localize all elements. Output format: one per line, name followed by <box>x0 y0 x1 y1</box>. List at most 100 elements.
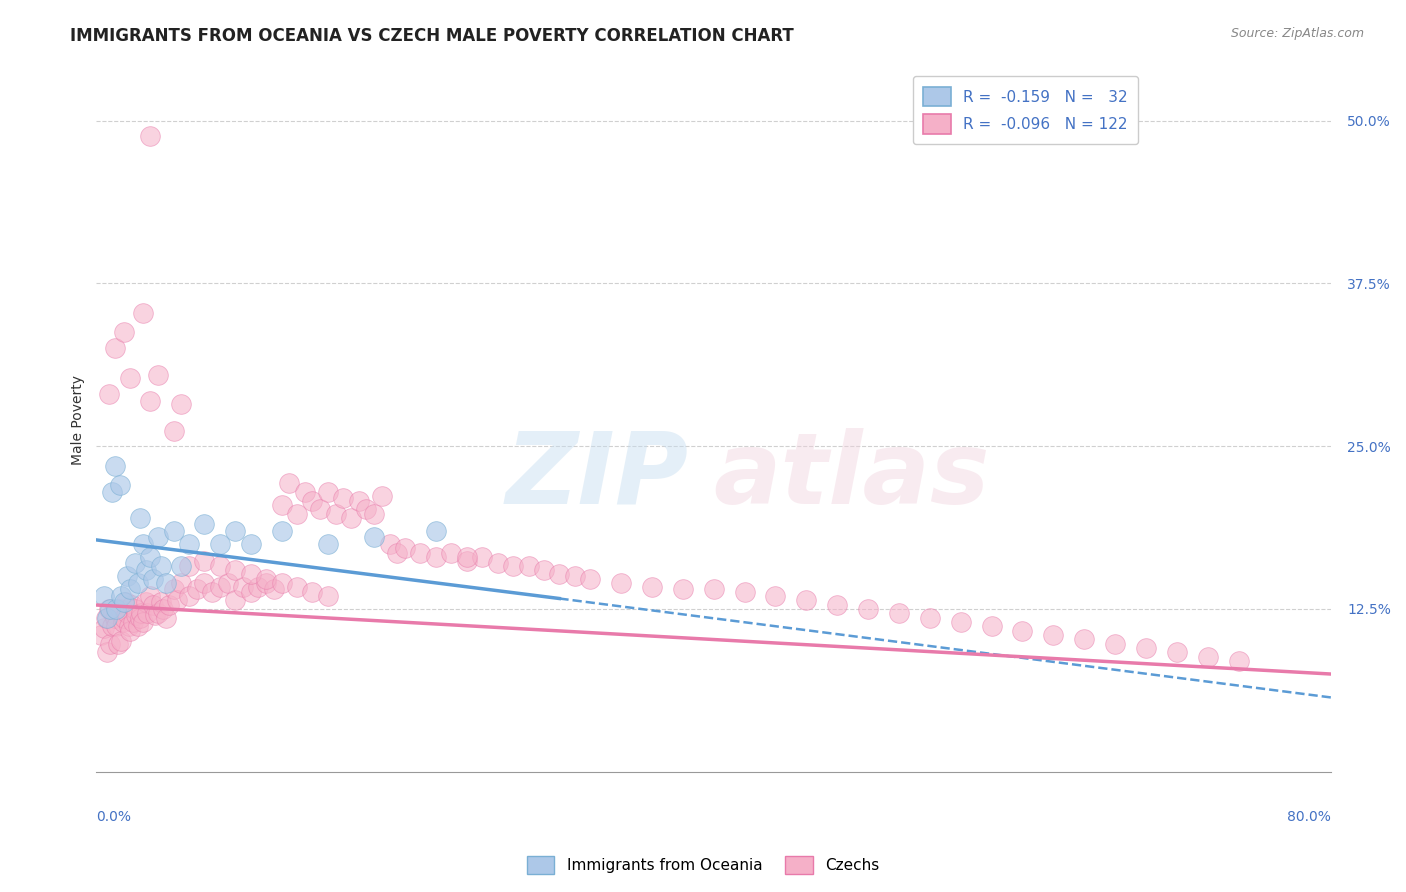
Point <box>387 546 409 560</box>
Point <box>155 611 177 625</box>
Point <box>347 493 370 508</box>
Point <box>471 549 494 564</box>
Point <box>146 606 169 620</box>
Point <box>96 611 118 625</box>
Point <box>301 493 323 508</box>
Point <box>1104 637 1126 651</box>
Point <box>104 611 127 625</box>
Point <box>641 580 664 594</box>
Point <box>703 582 725 597</box>
Point <box>104 458 127 473</box>
Point <box>1227 654 1250 668</box>
Point <box>239 585 262 599</box>
Point <box>378 537 401 551</box>
Point <box>170 558 193 573</box>
Point <box>177 589 200 603</box>
Text: 80.0%: 80.0% <box>1288 810 1331 824</box>
Point <box>1197 650 1219 665</box>
Point <box>104 342 127 356</box>
Text: IMMIGRANTS FROM OCEANIA VS CZECH MALE POVERTY CORRELATION CHART: IMMIGRANTS FROM OCEANIA VS CZECH MALE PO… <box>70 27 794 45</box>
Point <box>108 602 131 616</box>
Point <box>121 598 143 612</box>
Point <box>139 129 162 144</box>
Point <box>150 595 173 609</box>
Point <box>201 585 224 599</box>
Point <box>120 624 142 638</box>
Point <box>120 582 142 597</box>
Point <box>143 608 166 623</box>
Point <box>93 589 115 603</box>
Point <box>765 589 787 603</box>
Point <box>162 582 184 597</box>
Point <box>980 619 1002 633</box>
Point <box>177 558 200 573</box>
Point <box>157 598 180 612</box>
Point <box>101 619 124 633</box>
Point <box>112 611 135 625</box>
Point <box>1042 628 1064 642</box>
Point <box>112 325 135 339</box>
Point <box>278 475 301 490</box>
Point <box>270 498 292 512</box>
Point <box>131 537 153 551</box>
Point <box>548 566 571 581</box>
Point <box>309 501 332 516</box>
Point <box>120 371 142 385</box>
Legend: R =  -0.159   N =   32, R =  -0.096   N = 122: R = -0.159 N = 32, R = -0.096 N = 122 <box>912 76 1139 145</box>
Point <box>193 575 215 590</box>
Point <box>949 615 972 629</box>
Point <box>363 507 385 521</box>
Point <box>254 572 277 586</box>
Point <box>579 572 602 586</box>
Point <box>108 478 131 492</box>
Text: Source: ZipAtlas.com: Source: ZipAtlas.com <box>1230 27 1364 40</box>
Point <box>105 619 128 633</box>
Point <box>440 546 463 560</box>
Point <box>486 557 509 571</box>
Point <box>166 592 188 607</box>
Point <box>270 575 292 590</box>
Point <box>98 602 121 616</box>
Point <box>127 575 149 590</box>
Point <box>131 615 153 629</box>
Point <box>254 575 277 590</box>
Legend: Immigrants from Oceania, Czechs: Immigrants from Oceania, Czechs <box>520 850 886 880</box>
Point <box>110 634 132 648</box>
Point <box>152 602 174 616</box>
Point <box>239 537 262 551</box>
Point <box>316 484 339 499</box>
Point <box>146 530 169 544</box>
Point <box>97 602 120 616</box>
Point <box>105 602 128 616</box>
Point <box>127 619 149 633</box>
Point <box>128 611 150 625</box>
Point <box>142 598 165 612</box>
Point <box>825 598 848 612</box>
Point <box>97 387 120 401</box>
Point <box>356 501 378 516</box>
Point <box>610 575 633 590</box>
Point <box>208 558 231 573</box>
Point <box>316 537 339 551</box>
Point <box>93 622 115 636</box>
Point <box>170 397 193 411</box>
Point <box>425 549 447 564</box>
Point <box>564 569 586 583</box>
Point <box>122 615 145 629</box>
Text: 0.0%: 0.0% <box>97 810 131 824</box>
Point <box>208 580 231 594</box>
Point <box>135 595 157 609</box>
Point <box>103 606 125 620</box>
Point <box>371 489 394 503</box>
Point <box>340 510 363 524</box>
Point <box>263 582 285 597</box>
Point <box>128 510 150 524</box>
Point <box>146 368 169 382</box>
Point <box>170 575 193 590</box>
Point <box>285 580 308 594</box>
Point <box>409 546 432 560</box>
Point <box>224 563 246 577</box>
Y-axis label: Male Poverty: Male Poverty <box>72 376 86 465</box>
Point <box>125 608 148 623</box>
Point <box>247 580 270 594</box>
